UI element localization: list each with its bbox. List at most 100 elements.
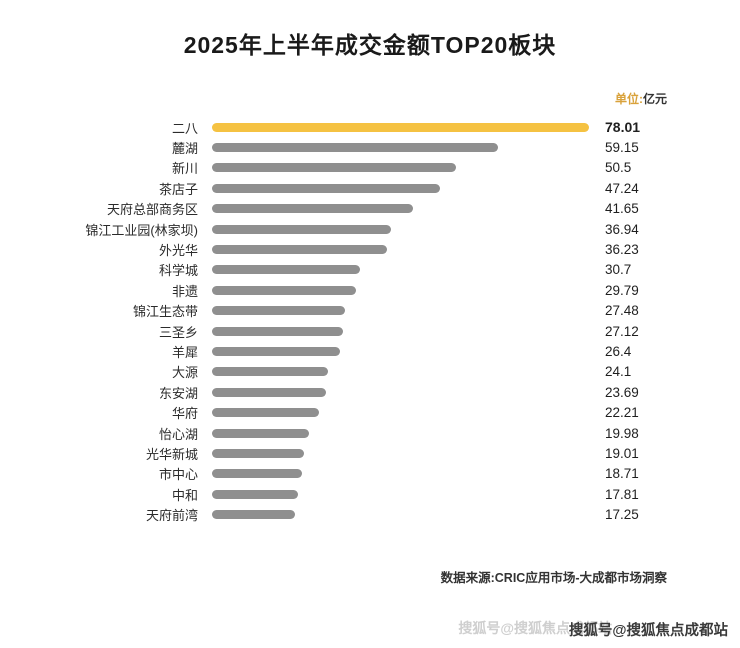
bar-track (212, 143, 589, 153)
category-label: 三圣乡 (158, 324, 198, 340)
bar (212, 346, 340, 356)
category-label: 二八 (171, 120, 198, 136)
bar (212, 326, 344, 336)
watermark-text: 搜狐号@搜狐焦点成都站 (568, 623, 728, 639)
bar (212, 224, 391, 234)
value-label: 78.01 (605, 119, 641, 136)
value-label: 29.79 (605, 282, 639, 298)
bar-track (212, 387, 589, 397)
bar (212, 428, 309, 438)
chart-row: 大源 24.1 (52, 362, 667, 382)
chart-row: 怡心湖 19.98 (52, 423, 667, 443)
category-label: 麓湖 (171, 141, 198, 157)
chart-row: 锦江工业园(林家坝) 36.94 (52, 219, 667, 239)
value-label: 30.7 (605, 262, 632, 278)
bar (212, 204, 414, 214)
category-label: 外光华 (158, 243, 198, 259)
value-label: 22.21 (605, 405, 639, 421)
value-label: 18.71 (605, 466, 639, 482)
category-label: 羊犀 (171, 344, 198, 360)
bar-track (212, 428, 589, 438)
bar (212, 143, 498, 153)
value-label: 26.4 (605, 343, 632, 359)
value-label: 41.65 (605, 201, 639, 217)
bar-track (212, 469, 589, 479)
chart-row: 锦江生态带 27.48 (52, 301, 667, 321)
chart-row: 中和 17.81 (52, 484, 667, 504)
bar-track (212, 265, 589, 275)
unit-prefix: 单位: (614, 92, 643, 106)
bar (212, 408, 320, 418)
chart-row: 外光华 36.23 (52, 239, 667, 259)
category-label: 光华新城 (145, 446, 198, 462)
chart-row: 东安湖 23.69 (52, 382, 667, 402)
bar (212, 448, 304, 458)
chart-row: 非遗 29.79 (52, 280, 667, 300)
category-label: 怡心湖 (158, 426, 198, 442)
data-source: 数据来源:CRIC应用市场-大成都市场洞察 (440, 570, 667, 585)
chart-row: 华府 22.21 (52, 402, 667, 422)
bar-track (212, 163, 589, 173)
value-label: 27.48 (605, 303, 639, 319)
bar (212, 183, 441, 193)
chart-row: 科学城 30.7 (52, 260, 667, 280)
value-label: 59.15 (605, 140, 639, 156)
bar-track (212, 122, 589, 132)
value-label: 19.98 (605, 425, 639, 441)
category-label: 茶店子 (158, 181, 198, 197)
bar-track (212, 285, 589, 295)
chart-row: 光华新城 19.01 (52, 443, 667, 463)
value-label: 50.5 (605, 160, 632, 176)
category-label: 大源 (171, 365, 198, 381)
bar-track (212, 224, 589, 234)
page-title: 2025年上半年成交金额TOP20板块 (183, 32, 557, 58)
bar (212, 285, 356, 295)
chart-row: 市中心 18.71 (52, 464, 667, 484)
chart-row: 羊犀 26.4 (52, 341, 667, 361)
category-label: 天府前湾 (145, 508, 198, 524)
chart-row: 茶店子 47.24 (52, 178, 667, 198)
bar-track (212, 448, 589, 458)
bar (212, 265, 361, 275)
bar-track (212, 510, 589, 520)
category-label: 市中心 (158, 467, 198, 483)
value-label: 23.69 (605, 384, 639, 400)
category-label: 非遗 (171, 283, 198, 299)
unit-suffix: 亿元 (642, 92, 667, 106)
value-label: 27.12 (605, 323, 639, 339)
bar-track (212, 306, 589, 316)
bar-highlighted (212, 122, 589, 132)
bar-track (212, 245, 589, 255)
watermark-ghost-text: 搜狐号@搜狐焦点成都站 (458, 620, 612, 636)
bar (212, 469, 303, 479)
value-label: 36.23 (605, 242, 639, 258)
value-label: 47.24 (605, 180, 639, 196)
category-label: 科学城 (158, 263, 198, 279)
chart-row: 二八 78.01 (52, 117, 667, 137)
bar-track (212, 408, 589, 418)
category-label: 华府 (171, 406, 198, 422)
chart: 单位:亿元 二八 78.01 麓湖 59.15 新川 50.5 茶店子 47.24 天府总部商务… (52, 90, 667, 586)
chart-row: 天府总部商务区 41.65 (52, 199, 667, 219)
bar-track (212, 326, 589, 336)
category-label: 中和 (171, 487, 198, 503)
category-label: 新川 (171, 161, 198, 177)
bar (212, 245, 388, 255)
value-label: 24.1 (605, 364, 632, 380)
category-label: 东安湖 (158, 385, 198, 401)
bar (212, 489, 299, 499)
chart-row: 新川 50.5 (52, 158, 667, 178)
bar (212, 367, 329, 377)
bar-track (212, 183, 589, 193)
category-label: 锦江工业园(林家坝) (85, 222, 198, 238)
bar-track (212, 367, 589, 377)
value-label: 17.81 (605, 486, 639, 502)
bar-track (212, 489, 589, 499)
unit-label: 单位:亿元 (52, 90, 667, 107)
category-label: 天府总部商务区 (106, 202, 198, 218)
chart-row: 天府前湾 17.25 (52, 504, 667, 524)
bar (212, 510, 296, 520)
chart-row: 三圣乡 27.12 (52, 321, 667, 341)
value-label: 17.25 (605, 507, 639, 523)
bar-track (212, 204, 589, 214)
